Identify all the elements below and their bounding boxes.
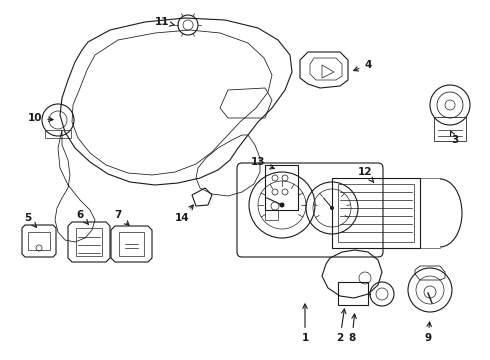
Text: 4: 4 [354,60,372,71]
Circle shape [330,206,334,210]
Text: 14: 14 [175,205,194,223]
Text: 9: 9 [424,322,432,343]
Text: 7: 7 [114,210,129,225]
Text: 13: 13 [251,157,274,169]
Text: 10: 10 [28,113,53,123]
Text: 1: 1 [301,304,309,343]
Text: 8: 8 [348,314,356,343]
Circle shape [279,202,285,207]
Text: 6: 6 [76,210,88,224]
Text: 11: 11 [155,17,175,27]
Text: 5: 5 [24,213,36,227]
Text: 12: 12 [358,167,373,182]
Text: 3: 3 [451,131,459,145]
Text: 2: 2 [336,309,346,343]
